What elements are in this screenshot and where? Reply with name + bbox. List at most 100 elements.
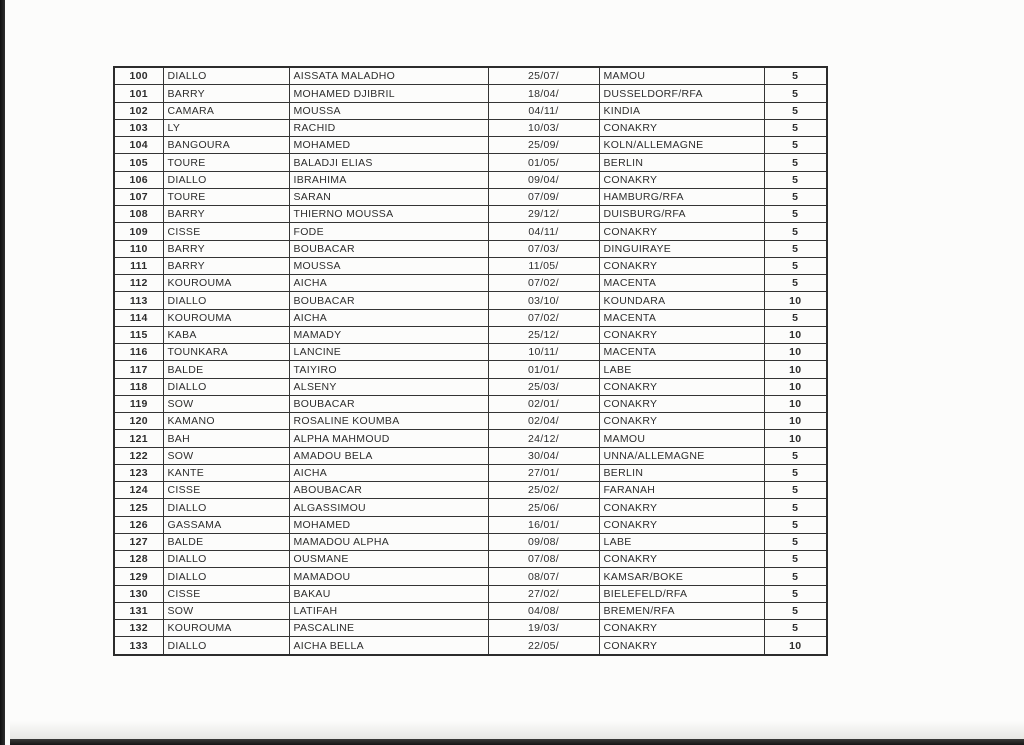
table-row: 107 TOURE SARAN 07/09/HAMBURG/RFA 5 (113, 187, 828, 207)
cell-surname: LY (162, 118, 290, 138)
table-row: 114 KOUROUMA AICHA 07/02/MACENTA 5 (113, 308, 828, 327)
cell-surname: BAH (162, 429, 290, 448)
cell-date: 07/09/ (487, 187, 600, 207)
table-row: 126 GASSAMA MOHAMED 16/01/CONAKRY 5 (113, 515, 828, 534)
table-row: 102 CAMARA MOUSSA 04/11/KINDIA 5 (113, 101, 828, 120)
cell-date: 04/08/ (487, 601, 600, 621)
cell-surname: BARRY (162, 84, 290, 103)
cell-num: 125 (113, 498, 164, 517)
cell-num: 121 (113, 429, 164, 448)
table-row: 133 DIALLO AICHA BELLA 22/05/CONAKRY 10 (113, 636, 828, 656)
cell-surname: SOW (162, 446, 290, 465)
cell-given-name: AICHA BELLA (288, 636, 489, 656)
cell-surname: DIALLO (162, 66, 290, 86)
cell-num: 122 (113, 446, 164, 465)
cell-place: CONAKRY (598, 498, 765, 517)
cell-given-name: MOHAMED (288, 515, 489, 534)
cell-num: 118 (113, 377, 164, 396)
table-row: 127 BALDE MAMADOU ALPHA 09/08/LABE 5 (113, 532, 828, 552)
cell-place: CONAKRY (598, 118, 765, 138)
cell-num: 117 (113, 360, 164, 379)
cell-date: 11/05/ (487, 256, 600, 276)
cell-score: 10 (763, 325, 828, 345)
cell-surname: BARRY (162, 205, 290, 224)
cell-given-name: AICHA (288, 308, 489, 327)
cell-score: 5 (763, 66, 828, 86)
cell-place: CONAKRY (598, 377, 765, 396)
table-row: 128 DIALLO OUSMANE 07/08/CONAKRY 5 (113, 550, 828, 569)
cell-score: 10 (763, 343, 828, 362)
cell-num: 124 (113, 481, 164, 500)
cell-num: 114 (113, 308, 164, 327)
cell-place: CONAKRY (598, 550, 765, 569)
cell-place: DINGUIRAYE (598, 239, 765, 258)
cell-score: 5 (763, 187, 828, 207)
cell-score: 5 (763, 222, 828, 241)
cell-place: MACENTA (598, 308, 765, 327)
table-row: 132 KOUROUMA PASCALINE 19/03/CONAKRY 5 (113, 619, 828, 638)
cell-date: 09/08/ (487, 532, 600, 552)
cell-place: CONAKRY (598, 412, 765, 431)
cell-place: CONAKRY (598, 222, 765, 241)
scan-left-edge-artifact (0, 0, 5, 745)
table-row: 131 SOW LATIFAH 04/08/BREMEN/RFA 5 (113, 601, 828, 621)
cell-surname: SOW (162, 601, 290, 621)
cell-surname: KOUROUMA (162, 619, 290, 638)
cell-num: 126 (113, 515, 164, 534)
cell-place: HAMBURG/RFA (598, 187, 765, 207)
cell-score: 5 (763, 118, 828, 138)
table-row: 125 DIALLO ALGASSIMOU 25/06/CONAKRY 5 (113, 498, 828, 517)
cell-score: 5 (763, 463, 828, 483)
cell-surname: CISSE (162, 584, 290, 603)
cell-place: MAMOU (598, 66, 765, 86)
cell-given-name: THIERNO MOUSSA (288, 205, 489, 224)
cell-surname: TOUNKARA (162, 343, 290, 362)
cell-num: 119 (113, 394, 164, 414)
cell-given-name: ALGASSIMOU (288, 498, 489, 517)
cell-place: CONAKRY (598, 636, 765, 656)
cell-score: 5 (763, 584, 828, 603)
cell-given-name: MAMADOU (288, 567, 489, 586)
cell-num: 130 (113, 584, 164, 603)
cell-num: 106 (113, 170, 164, 189)
cell-place: MACENTA (598, 343, 765, 362)
cell-date: 22/05/ (487, 636, 600, 656)
cell-num: 100 (113, 66, 164, 86)
cell-num: 102 (113, 101, 164, 120)
table-row: 116 TOUNKARA LANCINE 10/11/MACENTA 10 (113, 343, 828, 362)
cell-date: 04/11/ (487, 101, 600, 120)
cell-date: 04/11/ (487, 222, 600, 241)
registry-table: 100 DIALLO AISSATA MALADHO 25/07/MAMOU 5 101 B… (113, 66, 828, 656)
cell-score: 5 (763, 567, 828, 586)
cell-place: KOUNDARA (598, 291, 765, 310)
cell-given-name: LANCINE (288, 343, 489, 362)
table-row: 108 BARRY THIERNO MOUSSA 29/12/DUISBURG/RFA… (113, 205, 828, 224)
cell-date: 18/04/ (487, 84, 600, 103)
cell-surname: SOW (162, 394, 290, 414)
cell-place: CONAKRY (598, 619, 765, 638)
cell-surname: BALDE (162, 532, 290, 552)
cell-given-name: FODE (288, 222, 489, 241)
cell-num: 110 (113, 239, 164, 258)
cell-score: 5 (763, 308, 828, 327)
cell-score: 5 (763, 205, 828, 224)
cell-given-name: AICHA (288, 274, 489, 293)
cell-given-name: MAMADOU ALPHA (288, 532, 489, 552)
cell-surname: BANGOURA (162, 136, 290, 155)
cell-place: BERLIN (598, 153, 765, 172)
table-row: 124 CISSE ABOUBACAR 25/02/FARANAH 5 (113, 481, 828, 500)
cell-surname: DIALLO (162, 550, 290, 569)
cell-date: 30/04/ (487, 446, 600, 465)
table-row: 115 KABA MAMADY 25/12/CONAKRY 10 (113, 325, 828, 345)
cell-date: 27/02/ (487, 584, 600, 603)
cell-place: KOLN/ALLEMAGNE (598, 136, 765, 155)
table-row: 112 KOUROUMA AICHA 07/02/MACENTA 5 (113, 274, 828, 293)
cell-score: 5 (763, 170, 828, 189)
cell-given-name: OUSMANE (288, 550, 489, 569)
cell-surname: KABA (162, 325, 290, 345)
cell-date: 25/06/ (487, 498, 600, 517)
cell-place: CONAKRY (598, 325, 765, 345)
cell-date: 01/05/ (487, 153, 600, 172)
table-row: 119 SOW BOUBACAR 02/01/CONAKRY 10 (113, 394, 828, 414)
cell-given-name: BALADJI ELIAS (288, 153, 489, 172)
